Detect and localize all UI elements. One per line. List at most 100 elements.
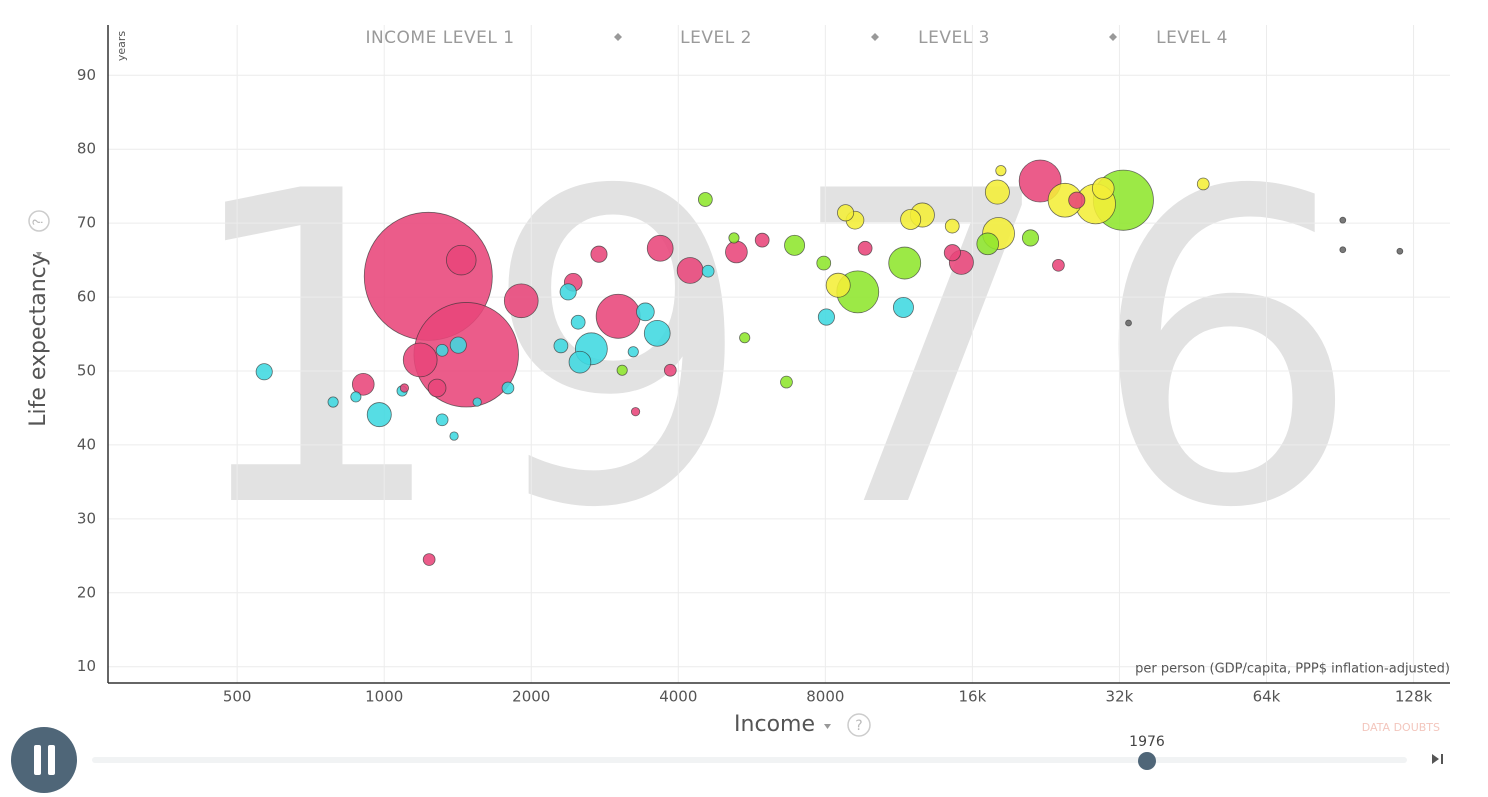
bubble (501, 381, 515, 395)
bubble (825, 272, 851, 298)
y-tick-label: 90 (77, 66, 96, 84)
income-level-label: LEVEL 3 (918, 28, 990, 48)
timeline-year: 1976 (1129, 734, 1165, 750)
help-mark[interactable]: ? (32, 219, 47, 226)
x-tick-label: 16k (959, 688, 987, 706)
bubble (984, 179, 1010, 205)
bubble (739, 332, 751, 344)
bubble (676, 257, 704, 284)
bubble (568, 350, 592, 374)
bubble (595, 293, 641, 339)
income-levels: INCOME LEVEL 1 LEVEL 2 LEVEL 3 LEVEL 4 (365, 28, 1227, 48)
x-dropdown-arrow[interactable] (824, 724, 831, 729)
help-mark[interactable]: ? (855, 718, 862, 734)
y-tick-label: 30 (77, 509, 96, 527)
bubble (1339, 246, 1347, 254)
y-tick-label: 20 (77, 583, 96, 601)
pause-circle[interactable] (11, 727, 77, 793)
bubble (1021, 229, 1040, 247)
bubble (888, 246, 922, 280)
year-watermark: 1976 (178, 102, 1392, 602)
x-help[interactable]: ? (847, 713, 871, 737)
y-unit: years (115, 31, 128, 62)
y-tick-label: 40 (77, 435, 96, 453)
level-divider (614, 33, 622, 41)
bubble (728, 232, 740, 244)
forward-button[interactable] (1432, 754, 1443, 764)
y-tick-label: 10 (77, 657, 96, 675)
bubble (1068, 191, 1086, 209)
bubble (590, 245, 608, 263)
y-tick-label: 50 (77, 362, 96, 380)
bubble (1339, 216, 1347, 224)
bubble (943, 244, 961, 262)
bubble (646, 234, 674, 262)
y-help[interactable]: ? (28, 210, 50, 232)
bubble (630, 407, 641, 417)
bubble (837, 204, 855, 222)
bubble (663, 363, 677, 377)
bubble (995, 165, 1007, 177)
x-tick-label: 8000 (806, 688, 844, 706)
bubble (399, 383, 410, 393)
x-note: per person (GDP/capita, PPP$ inflation-a… (1135, 662, 1450, 677)
bubble (701, 264, 715, 278)
bubble (327, 396, 339, 408)
bubble (472, 397, 482, 407)
bubble (449, 431, 459, 441)
timeline-handle[interactable] (1138, 752, 1156, 770)
bubble (616, 364, 628, 376)
y-tick-label: 60 (77, 288, 96, 306)
grid (108, 25, 1450, 683)
bubble (449, 336, 467, 354)
bubble (643, 319, 671, 347)
bubble (976, 232, 1000, 256)
y-tick-label: 70 (77, 214, 96, 232)
bubble (553, 338, 569, 354)
bubble (817, 308, 835, 326)
data-doubts[interactable]: DATA DOUBTS (1362, 721, 1440, 734)
bubble (559, 283, 577, 301)
y-dropdown-arrow[interactable] (36, 252, 42, 257)
bubble (435, 413, 449, 427)
bubble (446, 244, 477, 276)
bubble (1091, 177, 1115, 200)
x-tick-label: 4000 (659, 688, 697, 706)
bubble (366, 402, 392, 428)
help-icon[interactable] (28, 210, 50, 232)
y-tick-label: 80 (77, 140, 96, 158)
bubble (1396, 247, 1404, 255)
x-axis-label: Income (734, 712, 815, 737)
bubble (1052, 258, 1065, 272)
bubble (402, 342, 438, 378)
pause-bar[interactable] (48, 745, 55, 775)
y-axis-label: Life expectancy (26, 253, 51, 427)
bubble (754, 232, 770, 248)
bubble (503, 283, 539, 319)
timeline-track[interactable] (92, 757, 1407, 763)
pause-button[interactable] (11, 727, 77, 793)
level-divider (871, 33, 879, 41)
bubble (892, 296, 914, 318)
bubble (427, 378, 447, 398)
bubble (944, 218, 960, 234)
bubble (857, 240, 873, 256)
bubble (350, 391, 362, 403)
pause-bar[interactable] (34, 745, 41, 775)
bubble (627, 346, 639, 358)
bubble (422, 553, 436, 566)
x-tick-label: 1000 (365, 688, 403, 706)
plot-area (108, 25, 1450, 683)
x-tick-label: 128k (1395, 688, 1433, 706)
bubble (255, 363, 273, 381)
bubble (784, 234, 806, 256)
bubble (697, 192, 713, 207)
bubble (570, 314, 586, 330)
bubble (435, 343, 449, 357)
level-divider (1109, 33, 1117, 41)
bubble (900, 208, 922, 230)
bubbles (255, 159, 1404, 566)
bubble (351, 373, 375, 396)
help-icon[interactable] (847, 713, 871, 737)
